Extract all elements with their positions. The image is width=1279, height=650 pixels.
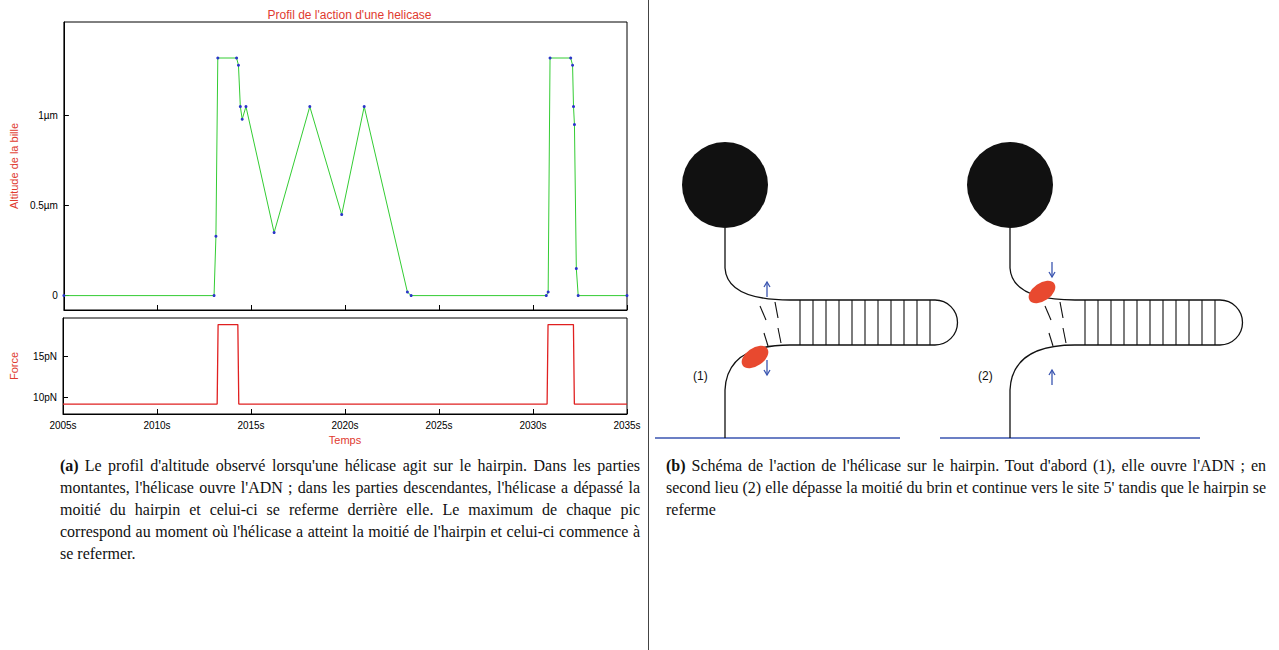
svg-text:2015s: 2015s xyxy=(237,420,264,431)
svg-text:2030s: 2030s xyxy=(519,420,546,431)
svg-text:(1): (1) xyxy=(693,369,708,383)
html-text:(a) Le profil d'altitude obser: (a) Le profil d'altitude observé lorsqu'… xyxy=(60,457,640,562)
svg-text:1µm: 1µm xyxy=(38,110,58,121)
svg-text:Profil de l'action d'une helic: Profil de l'action d'une helicase xyxy=(267,8,431,22)
svg-text:10pN: 10pN xyxy=(33,392,57,403)
svg-text:Altitude de la bille: Altitude de la bille xyxy=(8,123,20,209)
svg-text:2020s: 2020s xyxy=(331,420,358,431)
svg-text:2035s: 2035s xyxy=(613,420,640,431)
svg-text:Force: Force xyxy=(8,352,20,380)
svg-text:0: 0 xyxy=(52,290,58,301)
svg-text:15pN: 15pN xyxy=(33,351,57,362)
svg-text:Temps: Temps xyxy=(329,434,362,446)
svg-text:0.5µm: 0.5µm xyxy=(30,200,58,211)
svg-text:2025s: 2025s xyxy=(425,420,452,431)
svg-text:2010s: 2010s xyxy=(143,420,170,431)
html-text:(b) Schéma de l'action de l'hé: (b) Schéma de l'action de l'hélicase sur… xyxy=(666,457,1266,518)
svg-text:(2): (2) xyxy=(978,369,993,383)
svg-text:2005s: 2005s xyxy=(49,420,76,431)
